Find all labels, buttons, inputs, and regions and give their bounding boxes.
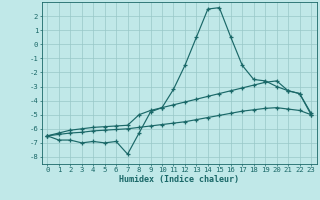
X-axis label: Humidex (Indice chaleur): Humidex (Indice chaleur) [119,175,239,184]
